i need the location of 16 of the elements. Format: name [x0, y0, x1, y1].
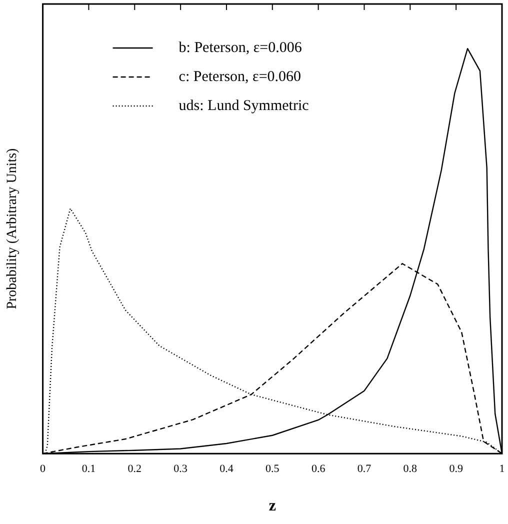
x-tick-label: 0.8	[403, 463, 418, 476]
legend-label: c: Peterson, ε=0.060	[178, 68, 302, 85]
x-tick-label: 0.3	[174, 463, 188, 476]
x-tick-label: 0.9	[449, 463, 464, 476]
x-tick-label: 0.4	[220, 463, 234, 476]
x-tick-label: 0	[40, 463, 46, 476]
x-tick-label: 0.6	[311, 463, 326, 476]
x-axis-title: z	[268, 498, 276, 515]
x-tick-label: 0.7	[357, 463, 372, 476]
legend-label: b: Peterson, ε=0.006	[178, 40, 302, 56]
x-tick-label: 0.5	[266, 463, 280, 476]
x-tick-label: 0.1	[82, 463, 96, 476]
x-tick-label: 0.2	[128, 463, 142, 476]
x-tick-label: 1	[499, 463, 505, 476]
legend-label: uds: Lund Symmetric	[178, 98, 310, 114]
y-axis-title: Probability (Arbitrary Units)	[5, 148, 20, 310]
